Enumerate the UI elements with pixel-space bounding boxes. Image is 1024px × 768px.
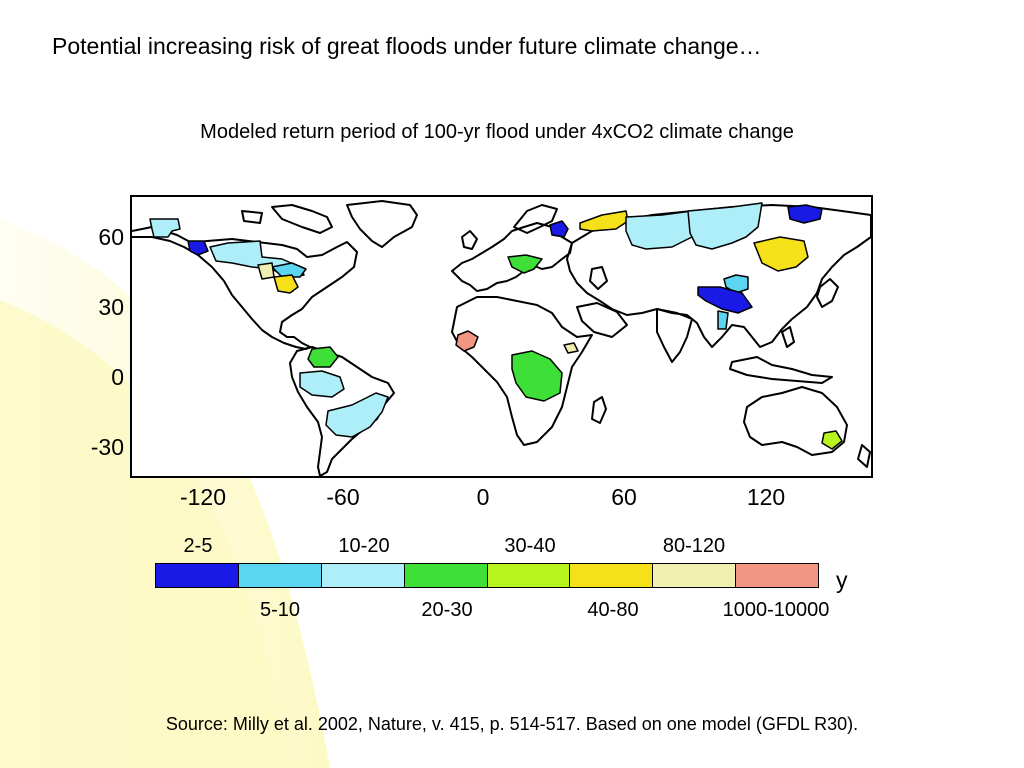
map-title: Modeled return period of 100-yr flood un… <box>200 121 794 143</box>
arctic-islands-outline <box>271 204 333 234</box>
uk-outline <box>461 230 478 250</box>
madagascar-outline <box>591 396 607 424</box>
arabia-outline <box>576 302 628 338</box>
scandinavia-outline <box>513 204 558 234</box>
basin-dvina <box>549 220 569 238</box>
legend-swatch-80-120 <box>653 564 737 587</box>
basin-shebelle <box>563 342 579 354</box>
legend-label-10-20: 10-20 <box>338 535 390 557</box>
basin-parana <box>325 392 389 438</box>
basin-ob-west <box>579 210 629 232</box>
legend-swatch-40-80 <box>570 564 654 587</box>
greenland-outline <box>346 200 418 248</box>
indonesia-outline <box>729 356 833 384</box>
y-tick-minus-30: -30 <box>90 434 124 460</box>
basin-kolyma <box>787 204 823 224</box>
basin-orinoco <box>307 346 339 368</box>
legend-swatch-5-10 <box>238 564 322 587</box>
x-tick-0: 0 <box>476 484 490 510</box>
basin-missouri <box>257 262 275 280</box>
legend-swatch-10-20 <box>321 564 405 587</box>
legend-swatch-20-30 <box>404 564 488 587</box>
basin-danube <box>507 254 543 274</box>
philippines-outline <box>781 326 795 348</box>
basin-fraser <box>187 240 209 256</box>
legend-label-40-80: 40-80 <box>587 599 639 621</box>
basin-yellow-river <box>723 274 749 294</box>
legend-swatch-30-40 <box>487 564 571 587</box>
x-tick-120: 120 <box>746 484 786 510</box>
x-tick-minus-60: -60 <box>326 484 360 510</box>
africa-outline <box>451 296 593 446</box>
caspian-outline <box>589 266 608 290</box>
legend-label-2-5: 2-5 <box>183 535 213 557</box>
legend-label-30-40: 30-40 <box>504 535 556 557</box>
legend-swatch-2-5 <box>156 564 239 587</box>
new-zealand-outline <box>857 444 871 468</box>
y-tick-60: 60 <box>98 224 124 250</box>
source-citation: Source: Milly et al. 2002, Nature, v. 41… <box>165 714 859 734</box>
legend-label-20-30: 20-30 <box>421 599 473 621</box>
basin-st-lawrence <box>271 262 307 278</box>
x-tick-60: 60 <box>611 484 637 510</box>
basin-yenisei <box>625 210 693 250</box>
x-tick-minus-120: -120 <box>179 484 227 510</box>
south-america-outline <box>289 346 395 476</box>
basin-mekong <box>717 310 729 330</box>
japan-outline <box>816 278 839 308</box>
basin-yangtze <box>697 286 753 314</box>
basin-murray-darling <box>821 430 843 450</box>
india-outline <box>656 308 693 363</box>
north-america-outline <box>132 226 358 350</box>
y-tick-0: 0 <box>111 364 124 390</box>
basin-yukon <box>149 218 181 238</box>
y-tick-30: 30 <box>98 294 124 320</box>
europe-outline <box>451 222 573 292</box>
basin-amur <box>753 236 809 272</box>
world-map <box>130 195 873 478</box>
basin-congo <box>511 350 563 402</box>
legend-label-1000-10000: 1000-10000 <box>722 599 830 621</box>
australia-outline <box>743 386 848 456</box>
basin-niger <box>455 330 479 352</box>
slide-title: Potential increasing risk of great flood… <box>52 33 762 59</box>
legend-colorbar <box>155 563 819 588</box>
legend-label-5-10: 5-10 <box>259 599 301 621</box>
legend-unit: y <box>836 567 848 593</box>
basin-mississippi <box>273 274 299 294</box>
legend-label-80-120: 80-120 <box>662 535 726 557</box>
basin-lena <box>687 202 763 250</box>
basin-amazon <box>299 370 345 398</box>
legend-swatch-1000-10000 <box>736 564 818 587</box>
world-map-svg <box>132 200 871 476</box>
